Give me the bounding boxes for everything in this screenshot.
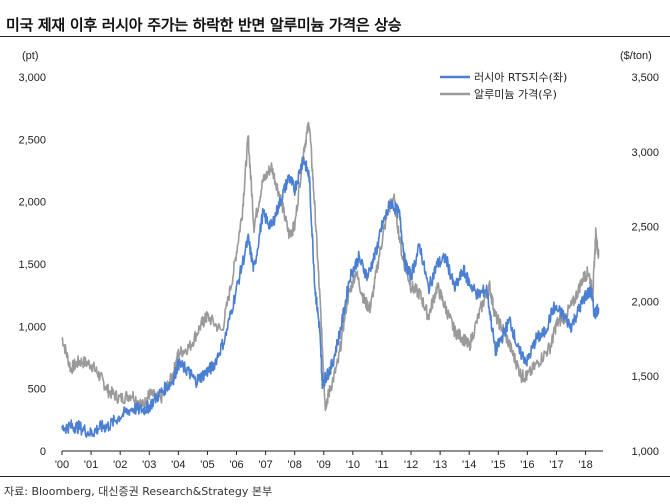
x-tick-label: '02 (113, 459, 127, 471)
x-tick-label: '08 (288, 459, 302, 471)
right-tick-label: 2,000 (631, 296, 659, 308)
x-tick-label: '07 (258, 459, 272, 471)
right-tick-label: 2,500 (631, 222, 659, 234)
x-tick-label: '18 (578, 459, 592, 471)
x-tick-label: '05 (200, 459, 214, 471)
top-rule (0, 36, 670, 37)
x-tick-label: '15 (491, 459, 505, 471)
series-line-aluminum (61, 121, 600, 412)
x-tick-label: '11 (375, 459, 389, 471)
right-tick-label: 3,000 (631, 147, 659, 159)
legend: 러시아 RTS지수(좌) 알루미늄 가격(우) (440, 71, 567, 101)
x-tick-label: '17 (549, 459, 563, 471)
legend-label-aluminum: 알루미늄 가격(우) (474, 87, 557, 101)
left-tick-label: 2,000 (18, 197, 46, 209)
x-tick-label: '14 (462, 459, 476, 471)
chart-svg: 0 500 1,000 1,500 2,000 2,500 3,000 1,000 1,500… (18, 50, 659, 471)
left-tick-label: 1,000 (18, 321, 46, 333)
source-note: 자료: Bloomberg, 대신증권 Research&Strategy 본부 (4, 485, 273, 498)
x-tick-label: '16 (520, 459, 534, 471)
left-tick-label: 3,000 (18, 72, 46, 84)
series-line-rts (61, 155, 600, 438)
right-axis-ticks: 1,000 1,500 2,000 2,500 3,000 3,500 (631, 72, 659, 458)
x-tick-label: '09 (317, 459, 331, 471)
left-tick-label: 0 (40, 446, 46, 458)
right-tick-label: 1,500 (631, 371, 659, 383)
left-tick-label: 2,500 (18, 134, 46, 146)
x-tick-label: '00 (55, 459, 69, 471)
right-tick-label: 1,000 (631, 446, 659, 458)
x-tick-label: '12 (404, 459, 418, 471)
x-tick-label: '10 (346, 459, 360, 471)
left-axis-ticks: 0 500 1,000 1,500 2,000 2,500 3,000 (18, 72, 46, 458)
left-tick-label: 1,500 (18, 259, 46, 271)
legend-label-rts: 러시아 RTS지수(좌) (474, 71, 567, 84)
x-tick-label: '01 (84, 459, 98, 471)
x-tick-label: '13 (433, 459, 447, 471)
left-axis-unit: (pt) (22, 50, 39, 62)
x-axis-ticks: '00 '01 '02 '03 '04 '05 '06 '07 '08 '09 '10 '11 '12 '… (55, 451, 593, 471)
x-tick-label: '06 (229, 459, 243, 471)
left-tick-label: 500 (28, 384, 46, 396)
x-tick-label: '04 (171, 459, 185, 471)
right-tick-label: 3,500 (631, 72, 659, 84)
series-group (61, 121, 600, 438)
right-axis-unit: ($/ton) (620, 50, 652, 62)
bottom-rule (0, 476, 670, 477)
x-tick-label: '03 (142, 459, 156, 471)
chart-title: 미국 제재 이후 러시아 주가는 하락한 반면 알루미늄 가격은 상승 (6, 16, 402, 34)
